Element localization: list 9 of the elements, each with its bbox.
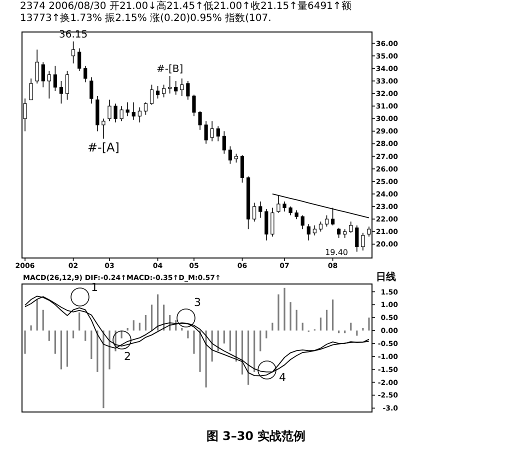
annotation: 4 — [279, 371, 286, 384]
caption: 图 3–30 实战范例 — [206, 429, 306, 443]
text: 日线 — [376, 271, 396, 283]
annotation: 19.40 — [325, 248, 348, 257]
chart-subtitle: 2374 2006/08/30 开21.00↓高21.45↑低21.00↑收21.15↑量6491↑额13773↑换1.73% 振2.15% 涨(0.20)0.95% 指数(107. — [20, 1, 352, 25]
annotation: 2 — [124, 350, 131, 363]
annotation: 3 — [194, 296, 201, 309]
annotation: #-[B] — [156, 64, 184, 75]
annotation: #-[A] — [87, 140, 120, 155]
